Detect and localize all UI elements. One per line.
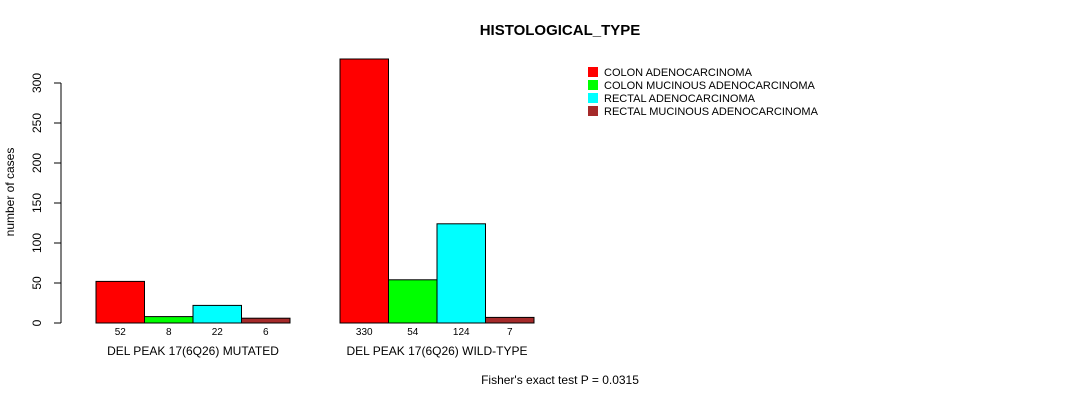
- legend-swatch: [588, 106, 598, 116]
- bar: [339, 58, 389, 324]
- bar-count-label: 8: [166, 327, 172, 338]
- chart-title: HISTOLOGICAL_TYPE: [480, 22, 641, 39]
- y-tick-label: 50: [30, 276, 44, 290]
- legend-swatch: [588, 93, 598, 103]
- bar: [436, 223, 486, 324]
- fisher-test-footer: Fisher's exact test P = 0.0315: [481, 373, 639, 387]
- bar-count-label: 124: [453, 327, 470, 338]
- bar-count-label: 7: [507, 327, 513, 338]
- group-label: DEL PEAK 17(6Q26) MUTATED: [107, 344, 279, 358]
- bar: [485, 316, 535, 324]
- legend-swatch: [588, 67, 598, 77]
- bar: [241, 317, 291, 324]
- legend-label: RECTAL MUCINOUS ADENOCARCINOMA: [604, 106, 819, 118]
- y-tick-label: 300: [30, 73, 44, 93]
- bar: [144, 316, 194, 324]
- bar-count-label: 22: [212, 327, 224, 338]
- legend-swatch: [588, 80, 598, 90]
- bar: [192, 304, 242, 324]
- bar-count-label: 6: [263, 327, 269, 338]
- y-tick-label: 100: [30, 233, 44, 253]
- bar: [388, 279, 438, 324]
- y-axis-label: number of cases: [3, 148, 17, 237]
- y-tick-label: 150: [30, 193, 44, 213]
- bar: [95, 280, 145, 324]
- y-axis: 0 50 100 150 200 250 300: [30, 73, 62, 326]
- bars: 52 8 22 6 330 54 124 7: [95, 58, 535, 338]
- bar-count-label: 330: [356, 327, 373, 338]
- y-tick-label: 0: [30, 319, 44, 326]
- y-tick-label: 250: [30, 113, 44, 133]
- bar-count-label: 52: [115, 327, 127, 338]
- legend-label: COLON ADENOCARCINOMA: [604, 67, 753, 79]
- legend-label: COLON MUCINOUS ADENOCARCINOMA: [604, 80, 816, 92]
- group-label: DEL PEAK 17(6Q26) WILD-TYPE: [347, 344, 528, 358]
- group-labels: DEL PEAK 17(6Q26) MUTATED DEL PEAK 17(6Q2…: [107, 344, 527, 358]
- bar-count-label: 54: [407, 327, 419, 338]
- y-tick-label: 200: [30, 153, 44, 173]
- legend-label: RECTAL ADENOCARCINOMA: [604, 93, 756, 105]
